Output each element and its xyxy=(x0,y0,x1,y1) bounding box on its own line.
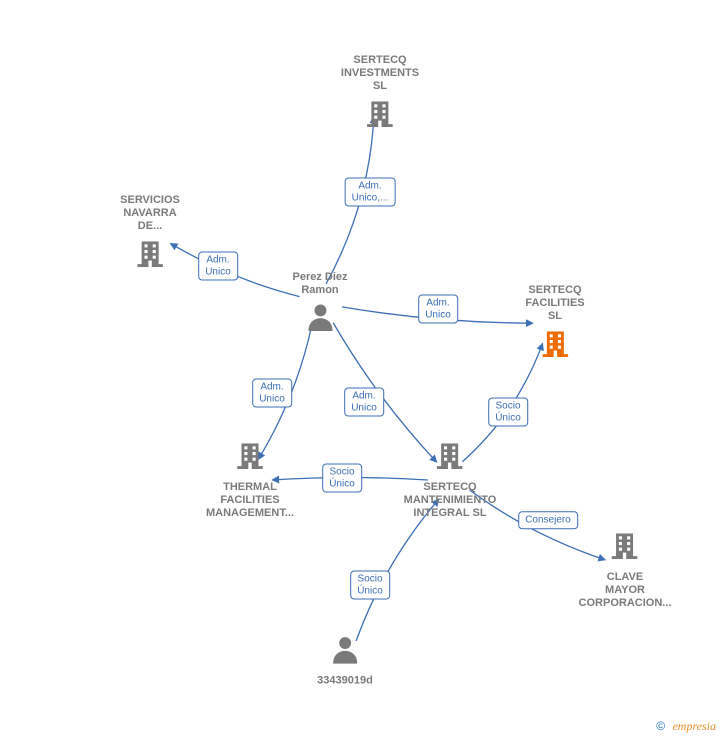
edge-label: Adm. Unico xyxy=(198,252,238,281)
node-label: THERMAL FACILITIES MANAGEMENT... xyxy=(206,481,294,521)
edge-label: Socio Único xyxy=(322,464,362,493)
node-label: SERTECQ FACILITIES SL xyxy=(525,284,584,324)
company-icon-wrap xyxy=(525,327,584,366)
edge-label: Socio Único xyxy=(350,571,390,600)
person-icon-wrap xyxy=(317,632,373,671)
person-icon-wrap xyxy=(292,300,347,339)
edge-label: Socio Único xyxy=(488,398,528,427)
company-icon-wrap xyxy=(206,439,294,478)
company-icon-wrap xyxy=(579,529,672,568)
person-icon xyxy=(303,300,337,334)
company-icon xyxy=(363,97,397,131)
node-label: 33439019d xyxy=(317,674,373,687)
company-icon-wrap xyxy=(341,97,419,136)
company-icon xyxy=(608,529,642,563)
company-icon xyxy=(538,327,572,361)
node-person[interactable]: 33439019d xyxy=(317,632,373,687)
node-company[interactable]: SERTECQ FACILITIES SL xyxy=(525,284,584,366)
company-icon-wrap xyxy=(120,237,180,276)
company-icon-wrap xyxy=(404,439,497,478)
node-label: Perez Diez Ramon xyxy=(292,271,347,297)
edge-label: Adm. Unico xyxy=(344,388,384,417)
edge-label: Consejero xyxy=(518,511,578,529)
person-icon xyxy=(328,632,362,666)
node-company[interactable]: SERTECQ MANTENIMIENTO INTEGRAL SL xyxy=(404,439,497,521)
node-label: SERVICIOS NAVARRA DE... xyxy=(120,194,180,234)
node-label: SERTECQ MANTENIMIENTO INTEGRAL SL xyxy=(404,481,497,521)
company-icon xyxy=(433,439,467,473)
watermark: © empresia xyxy=(656,719,716,734)
node-person[interactable]: Perez Diez Ramon xyxy=(292,271,347,339)
node-label: SERTECQ INVESTMENTS SL xyxy=(341,54,419,94)
edge-label: Adm. Unico xyxy=(252,379,292,408)
company-icon xyxy=(133,237,167,271)
company-icon xyxy=(233,439,267,473)
node-company[interactable]: CLAVE MAYOR CORPORACION... xyxy=(579,529,672,611)
diagram-canvas: © empresia Adm. Unico,... Adm. Unico Adm. … xyxy=(0,0,728,740)
copyright-symbol: © xyxy=(656,719,665,733)
edge-label: Adm. Unico,... xyxy=(345,178,396,207)
node-company[interactable]: THERMAL FACILITIES MANAGEMENT... xyxy=(206,439,294,521)
edge-label: Adm. Unico xyxy=(418,295,458,324)
node-company[interactable]: SERTECQ INVESTMENTS SL xyxy=(341,54,419,136)
node-label: CLAVE MAYOR CORPORACION... xyxy=(579,571,672,611)
node-company[interactable]: SERVICIOS NAVARRA DE... xyxy=(120,194,180,276)
watermark-text: empresia xyxy=(672,719,716,733)
